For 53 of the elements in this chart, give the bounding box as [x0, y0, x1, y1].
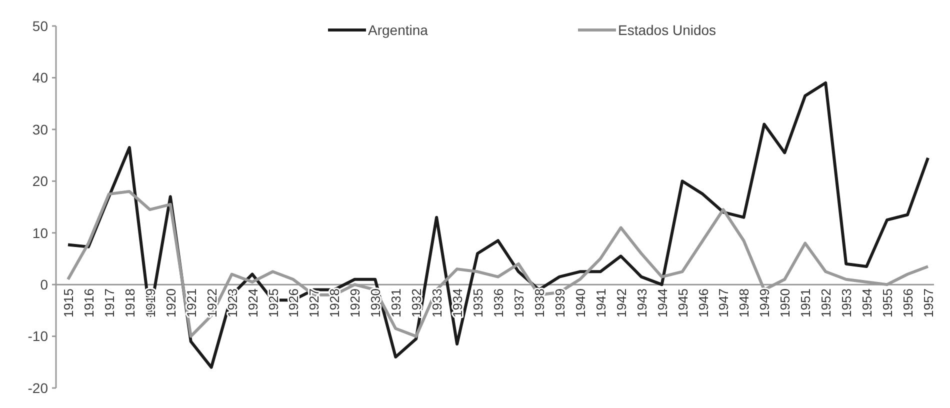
x-tick-label: 1918	[122, 288, 138, 318]
x-tick-label: 1956	[900, 288, 916, 318]
y-tick-label: 20	[32, 173, 48, 190]
x-tick-label: 1957	[921, 288, 936, 318]
x-tick-label: 1939	[552, 288, 568, 318]
x-tick-label: 1942	[614, 288, 629, 318]
x-tick-label: 1947	[716, 288, 732, 318]
x-tick-label: 1943	[634, 288, 650, 318]
x-tick-label: 1915	[61, 288, 76, 318]
x-tick-label: 1933	[430, 288, 445, 318]
x-tick-label: 1931	[388, 288, 404, 318]
x-tick-label: 1952	[818, 288, 834, 318]
x-tick-label: 1927	[306, 288, 322, 318]
x-tick-label: 1954	[860, 288, 875, 318]
y-tick-label: 50	[32, 18, 48, 34]
x-tick-label: 1944	[654, 288, 670, 318]
y-tick-label: 0	[40, 276, 48, 292]
y-tick-label: -10	[28, 328, 48, 344]
x-tick-label: 1941	[593, 288, 608, 318]
x-tick-label: 1934	[450, 288, 466, 318]
x-tick-label: 1948	[736, 288, 752, 318]
x-tick-label: 1936	[491, 288, 506, 318]
y-tick-label: 10	[32, 224, 48, 241]
y-tick-label: 30	[32, 121, 48, 138]
x-tick-label: 1921	[184, 288, 199, 318]
legend-label: Estados Unidos	[618, 22, 716, 38]
x-tick-label: 1950	[778, 288, 793, 318]
x-tick-label: 1932	[409, 288, 424, 318]
x-tick-label: 1924	[245, 288, 260, 318]
x-tick-label: 1940	[572, 288, 588, 318]
x-tick-label: 1917	[102, 288, 117, 318]
x-tick-label: 1946	[696, 288, 711, 318]
x-tick-label: 1937	[511, 288, 526, 318]
x-tick-label: 1955	[880, 288, 896, 318]
x-tick-label: 1945	[675, 288, 690, 318]
x-tick-label: 1925	[266, 288, 281, 318]
x-tick-label: 1928	[327, 288, 342, 318]
x-tick-label: 1929	[348, 288, 363, 318]
x-tick-label: 1922	[204, 288, 220, 318]
y-tick-label: -20	[28, 380, 48, 396]
x-tick-label: 1916	[81, 288, 96, 318]
x-tick-label: 1938	[532, 288, 547, 318]
x-tick-label: 1920	[163, 288, 178, 318]
x-tick-label: 1930	[368, 288, 384, 318]
legend-label: Argentina	[368, 22, 428, 38]
y-tick-label: 40	[32, 70, 48, 86]
x-tick-label: 1923	[224, 288, 240, 318]
x-tick-label: 1951	[798, 288, 814, 318]
x-tick-label: 1926	[286, 288, 302, 318]
x-tick-label: 1953	[839, 288, 854, 318]
x-tick-label: 1935	[470, 288, 486, 318]
x-tick-label: 1949	[757, 288, 772, 318]
x-tick-label: 1919	[142, 288, 158, 318]
